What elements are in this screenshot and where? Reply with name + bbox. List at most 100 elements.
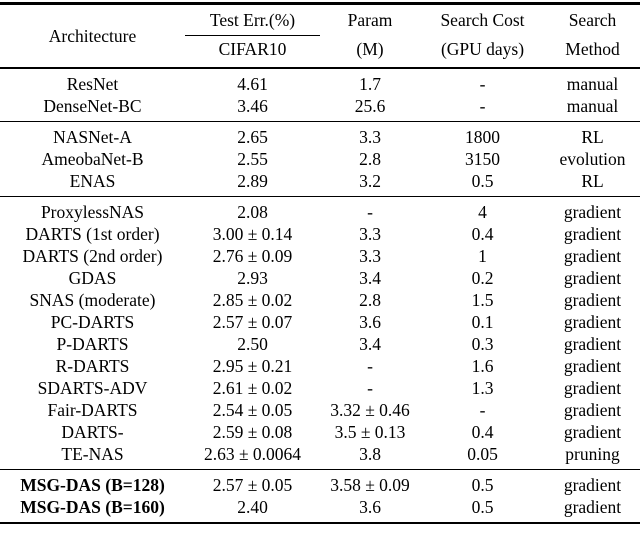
cell-architecture: MSG-DAS (B=160) (20, 497, 165, 517)
cell-search-cost: 1.5 (471, 290, 494, 310)
cell-test-err: 2.57 ± 0.07 (212, 312, 293, 332)
cell-param: 3.4 (359, 334, 381, 354)
cell-test-err: 2.40 (237, 497, 268, 517)
table-section: ResNet 4.61 1.7 - manual DenseNet-BC 3.4… (0, 69, 640, 121)
table-row: DARTS (2nd order) 2.76 ± 0.09 3.3 1 grad… (0, 245, 640, 267)
cell-architecture: SNAS (moderate) (29, 290, 156, 310)
col-header-search-method: Search Method (545, 5, 640, 67)
cell-search-cost: 0.5 (471, 497, 494, 517)
table-row: NASNet-A 2.65 3.3 1800 RL (0, 126, 640, 148)
cell-search-method: RL (581, 171, 604, 191)
table-row: ProxylessNAS 2.08 - 4 gradient (0, 201, 640, 223)
table-row: R-DARTS 2.95 ± 0.21 - 1.6 gradient (0, 355, 640, 377)
cell-architecture: AmeobaNet-B (41, 149, 144, 169)
cell-search-cost: 0.1 (471, 312, 494, 332)
cell-param: - (367, 356, 373, 376)
cell-search-cost: - (479, 96, 486, 116)
table-row: ENAS 2.89 3.2 0.5 RL (0, 170, 640, 192)
cell-test-err: 2.61 ± 0.02 (212, 378, 293, 398)
cell-test-err: 2.08 (237, 202, 268, 222)
cell-search-method: gradient (563, 356, 622, 376)
cell-search-method: gradient (563, 378, 622, 398)
cell-param: 1.7 (359, 74, 381, 94)
cell-test-err: 2.95 ± 0.21 (212, 356, 293, 376)
cell-search-method: RL (581, 127, 604, 147)
cell-search-cost: 1 (478, 246, 487, 266)
cell-param: 3.2 (359, 171, 381, 191)
cell-test-err: 2.55 (237, 149, 268, 169)
table-row: MSG-DAS (B=128) 2.57 ± 0.05 3.58 ± 0.09 … (0, 474, 640, 496)
cell-architecture: PC-DARTS (50, 312, 135, 332)
cell-param: 3.8 (359, 444, 381, 464)
cell-test-err: 3.00 ± 0.14 (212, 224, 293, 244)
cell-architecture: DARTS- (61, 422, 124, 442)
cell-test-err: 2.54 ± 0.05 (212, 400, 293, 420)
table-row: DARTS- 2.59 ± 0.08 3.5 ± 0.13 0.4 gradie… (0, 421, 640, 443)
test-err-cmidrule (185, 34, 320, 36)
cell-search-cost: 3150 (465, 149, 500, 169)
cell-test-err: 2.76 ± 0.09 (212, 246, 293, 266)
cell-param: 3.5 ± 0.13 (334, 422, 406, 442)
cell-search-cost: 0.05 (467, 444, 498, 464)
table-row: Fair-DARTS 2.54 ± 0.05 3.32 ± 0.46 - gra… (0, 399, 640, 421)
cell-search-cost: 1.3 (471, 378, 494, 398)
cell-test-err: 2.89 (237, 171, 268, 191)
cell-architecture: DARTS (2nd order) (22, 246, 163, 266)
col-header-param-bottom: (M) (356, 39, 384, 59)
cell-param: - (367, 378, 373, 398)
cell-search-method: gradient (563, 268, 622, 288)
cell-search-method: gradient (563, 290, 622, 310)
cell-param: 2.8 (359, 149, 381, 169)
cell-search-method: evolution (559, 149, 626, 169)
cell-search-method: gradient (563, 475, 622, 495)
cell-param: 3.4 (359, 268, 381, 288)
table-row: SDARTS-ADV 2.61 ± 0.02 - 1.3 gradient (0, 377, 640, 399)
cell-search-method: gradient (563, 334, 622, 354)
cell-architecture: NASNet-A (53, 127, 132, 147)
cell-search-cost: 1.6 (471, 356, 494, 376)
cell-search-cost: - (479, 400, 486, 420)
col-header-search-cost: Search Cost (GPU days) (420, 5, 545, 67)
col-header-param: Param (M) (320, 5, 420, 67)
col-header-test-err-bottom: CIFAR10 (218, 39, 287, 59)
cell-test-err: 2.50 (237, 334, 268, 354)
cell-test-err: 2.65 (237, 127, 268, 147)
col-header-search-method-bottom: Method (565, 39, 620, 59)
cell-architecture: P-DARTS (56, 334, 129, 354)
cell-architecture: ENAS (69, 171, 116, 191)
cell-architecture: ResNet (66, 74, 119, 94)
table-row: PC-DARTS 2.57 ± 0.07 3.6 0.1 gradient (0, 311, 640, 333)
cell-search-cost: 0.5 (471, 475, 494, 495)
table-row: P-DARTS 2.50 3.4 0.3 gradient (0, 333, 640, 355)
cell-search-method: gradient (563, 312, 622, 332)
cell-search-cost: 0.4 (471, 422, 494, 442)
cell-architecture: SDARTS-ADV (37, 378, 148, 398)
table-row: ResNet 4.61 1.7 - manual (0, 73, 640, 95)
cell-search-cost: - (479, 74, 486, 94)
table-row: DenseNet-BC 3.46 25.6 - manual (0, 95, 640, 117)
table-row: AmeobaNet-B 2.55 2.8 3150 evolution (0, 148, 640, 170)
cell-search-cost: 0.5 (471, 171, 494, 191)
cell-search-cost: 0.4 (471, 224, 494, 244)
cell-test-err: 2.85 ± 0.02 (212, 290, 293, 310)
cell-search-method: gradient (563, 202, 622, 222)
col-header-search-method-top: Search (568, 10, 617, 30)
cell-param: 2.8 (359, 290, 381, 310)
cell-search-cost: 0.3 (471, 334, 494, 354)
cell-architecture: GDAS (68, 268, 117, 288)
cell-param: - (367, 202, 373, 222)
table-section: MSG-DAS (B=128) 2.57 ± 0.05 3.58 ± 0.09 … (0, 469, 640, 522)
table-row: DARTS (1st order) 3.00 ± 0.14 3.3 0.4 gr… (0, 223, 640, 245)
table-section: NASNet-A 2.65 3.3 1800 RL AmeobaNet-B 2.… (0, 121, 640, 196)
table-row: MSG-DAS (B=160) 2.40 3.6 0.5 gradient (0, 496, 640, 518)
table-row: SNAS (moderate) 2.85 ± 0.02 2.8 1.5 grad… (0, 289, 640, 311)
cell-architecture: TE-NAS (61, 444, 124, 464)
col-header-test-err-top: Test Err.(%) (209, 10, 296, 30)
cell-param: 3.32 ± 0.46 (330, 400, 410, 420)
cell-param: 3.3 (359, 224, 381, 244)
cell-test-err: 2.93 (237, 268, 268, 288)
cell-test-err: 2.57 ± 0.05 (212, 475, 293, 495)
cell-test-err: 3.46 (237, 96, 268, 116)
col-header-architecture-label: Architecture (48, 25, 137, 46)
